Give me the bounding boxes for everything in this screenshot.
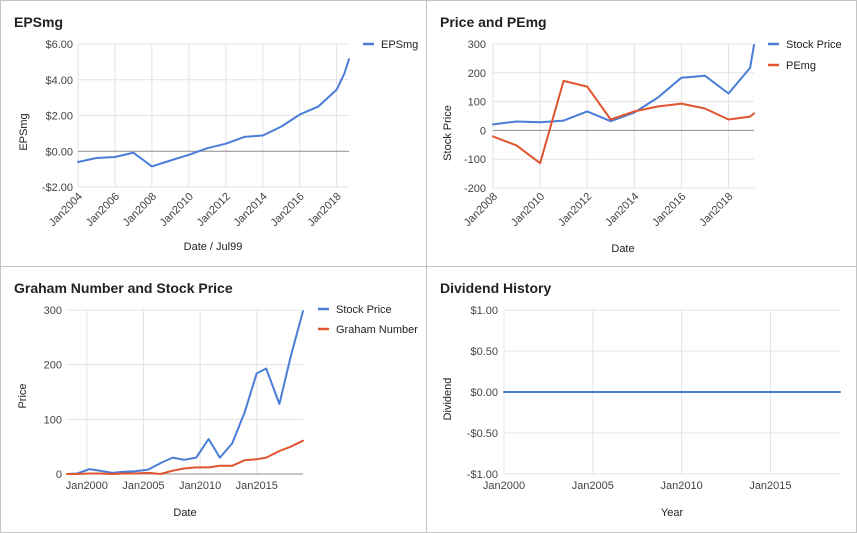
series-line-stock-price bbox=[66, 310, 304, 475]
x-axis-title: Date bbox=[173, 507, 196, 519]
x-tick-label: Jan2000 bbox=[66, 480, 108, 492]
y-tick-label: $0.50 bbox=[470, 346, 498, 358]
y-tick-label: $4.00 bbox=[45, 75, 73, 87]
x-tick-label: Jan2006 bbox=[84, 191, 122, 229]
panel-price-and-pemg: 300 200 100 0 -100 -200 Jan2008 Jan2010 Jan2012 J… bbox=[426, 0, 857, 267]
x-tick-label: Jan2004 bbox=[47, 191, 85, 229]
y-tick-label: $1.00 bbox=[470, 305, 498, 317]
y-tick-label: 300 bbox=[44, 305, 62, 317]
y-axis-title: Stock Price bbox=[442, 105, 454, 161]
y-tick-label: 100 bbox=[44, 414, 62, 426]
legend-item: Stock Price bbox=[318, 304, 392, 316]
legend-item: PEmg bbox=[768, 60, 816, 72]
gridlines bbox=[67, 309, 303, 474]
x-tick-label: Jan2005 bbox=[572, 480, 614, 492]
y-tick-label: $6.00 bbox=[45, 39, 73, 51]
x-axis-title: Date bbox=[611, 243, 634, 255]
y-axis-title: Dividend bbox=[442, 378, 454, 421]
chart-title: Price and PEmg bbox=[440, 14, 547, 30]
panel-dividend-history: $1.00 $0.50 $0.00 -$0.50 -$1.00 Jan2000 Jan200… bbox=[426, 266, 857, 533]
legend-label: Graham Number bbox=[336, 324, 418, 336]
legend-label: EPSmg bbox=[381, 39, 418, 51]
x-tick-label: Jan2015 bbox=[236, 480, 278, 492]
gridlines bbox=[492, 43, 754, 189]
x-tick-label: Jan2014 bbox=[603, 191, 641, 229]
y-tick-label: $2.00 bbox=[45, 111, 73, 123]
chart-title: EPSmg bbox=[14, 14, 63, 30]
x-tick-label: Jan2015 bbox=[749, 480, 791, 492]
x-tick-label: Jan2012 bbox=[556, 191, 594, 229]
legend-item: Stock Price bbox=[768, 39, 842, 51]
x-tick-label: Jan2016 bbox=[650, 191, 688, 229]
legend-item: Graham Number bbox=[318, 324, 418, 336]
y-axis-title: EPSmg bbox=[18, 113, 30, 150]
x-axis-title: Year bbox=[661, 507, 684, 519]
x-tick-label: Jan2012 bbox=[195, 191, 233, 229]
x-tick-label: Jan2016 bbox=[269, 191, 307, 229]
y-tick-label: $0.00 bbox=[470, 387, 498, 399]
gridlines bbox=[77, 43, 349, 188]
series-line-pemg bbox=[492, 79, 755, 165]
x-tick-label: Jan2010 bbox=[509, 191, 547, 229]
x-tick-label: Jan2010 bbox=[179, 480, 221, 492]
y-tick-label: -$0.50 bbox=[467, 428, 498, 440]
x-tick-label: Jan2005 bbox=[122, 480, 164, 492]
y-axis-title: Price bbox=[17, 383, 29, 408]
y-tick-label: -200 bbox=[464, 183, 486, 195]
panel-graham-number-and-stock-price: 300 200 100 0 Jan2000 Jan2005 Jan2010 Jan2015 Gr… bbox=[0, 266, 427, 533]
x-tick-label: Jan2018 bbox=[305, 191, 343, 229]
chart-title: Graham Number and Stock Price bbox=[14, 280, 233, 296]
x-tick-label: Jan2010 bbox=[661, 480, 703, 492]
legend-label: PEmg bbox=[786, 60, 816, 72]
y-tick-label: -$2.00 bbox=[42, 182, 73, 194]
x-tick-label: Jan2010 bbox=[158, 191, 196, 229]
y-tick-label: 200 bbox=[44, 360, 62, 372]
y-tick-label: $0.00 bbox=[45, 146, 73, 158]
x-tick-label: Jan2014 bbox=[232, 191, 270, 229]
y-tick-label: 200 bbox=[468, 68, 486, 80]
legend-item: EPSmg bbox=[363, 39, 418, 51]
series-line-stock-price bbox=[492, 43, 755, 126]
x-axis-title: Date / Jul99 bbox=[184, 241, 243, 253]
chart-graham-number-and-stock-price: 300 200 100 0 Jan2000 Jan2005 Jan2010 Jan2015 Gr… bbox=[14, 280, 418, 519]
y-tick-label: 100 bbox=[468, 97, 486, 109]
y-tick-label: -100 bbox=[464, 154, 486, 166]
chart-epsmg: $6.00 $4.00 $2.00 $0.00 -$2.00Jan2004Jan2006… bbox=[14, 14, 418, 253]
x-tick-label: Jan2008 bbox=[462, 191, 500, 229]
legend-label: Stock Price bbox=[786, 39, 842, 51]
y-tick-label: -$1.00 bbox=[467, 469, 498, 481]
x-tick-label: Jan2008 bbox=[121, 191, 159, 229]
chart-title: Dividend History bbox=[440, 280, 551, 296]
x-tick-label: Jan2000 bbox=[483, 480, 525, 492]
x-tick-label: Jan2018 bbox=[697, 191, 735, 229]
y-tick-label: 0 bbox=[56, 469, 62, 481]
series-line-graham-number bbox=[66, 439, 304, 475]
legend-label: Stock Price bbox=[336, 304, 392, 316]
y-tick-label: 300 bbox=[468, 39, 486, 51]
panel-epsmg: $6.00 $4.00 $2.00 $0.00 -$2.00 Jan2004 Jan2006… bbox=[0, 0, 427, 267]
series-line-epsmg bbox=[77, 58, 350, 168]
y-tick-label: 0 bbox=[480, 125, 486, 137]
